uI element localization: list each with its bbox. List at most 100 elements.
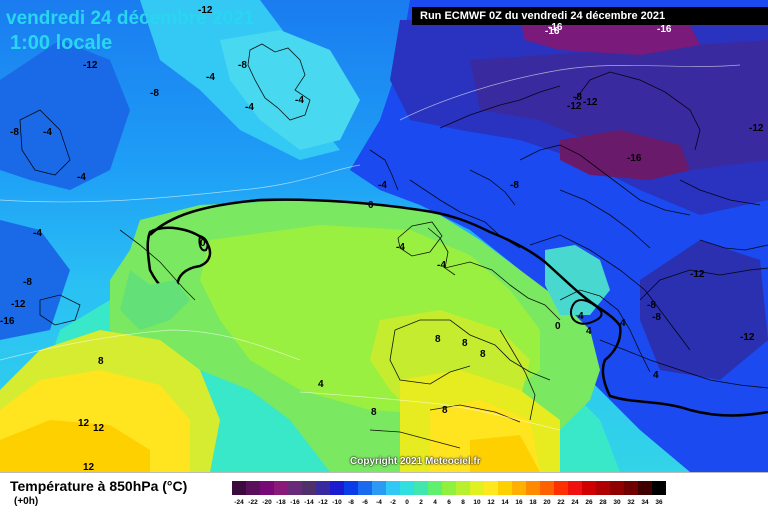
scale-label: 24 [571, 499, 579, 506]
scale-label: -4 [376, 499, 382, 506]
scale-swatch [610, 481, 624, 495]
scale-swatch [652, 481, 666, 495]
scale-swatch [526, 481, 540, 495]
scale-label: 10 [473, 499, 481, 506]
isotherm-label: -16 [627, 153, 642, 164]
temperature-map: vendredi 24 décembre 2021 1:00 locale Ru… [0, 0, 768, 472]
scale-swatch [260, 481, 274, 495]
scale-label: 2 [419, 499, 423, 506]
scale-swatch [484, 481, 498, 495]
scale-swatch [470, 481, 484, 495]
scale-label: -2 [390, 499, 396, 506]
scale-label: 36 [655, 499, 663, 506]
legend-title: Température à 850hPa (°C) [10, 478, 188, 494]
scale-label: -8 [348, 499, 354, 506]
isotherm-label: -4 [245, 102, 254, 113]
isotherm-label: 12 [93, 423, 105, 434]
isotherm-label: -16 [657, 24, 672, 35]
scale-label: -16 [290, 499, 300, 506]
isotherm-label: -12 [749, 123, 764, 134]
isotherm-label: -8 [647, 300, 656, 311]
scale-swatch [596, 481, 610, 495]
scale-label: -20 [262, 499, 272, 506]
scale-swatch [442, 481, 456, 495]
scale-swatch [638, 481, 652, 495]
isotherm-label: 0 [200, 238, 206, 249]
scale-label: 34 [641, 499, 649, 506]
scale-label: 4 [433, 499, 437, 506]
scale-swatch [428, 481, 442, 495]
isotherm-label: 8 [480, 349, 486, 360]
scale-label: -24 [234, 499, 244, 506]
isotherm-label: 8 [435, 334, 441, 345]
map-fields [0, 0, 768, 472]
isotherm-label: -12 [567, 101, 582, 112]
scale-swatch [330, 481, 344, 495]
scale-swatch [568, 481, 582, 495]
scale-swatch [400, 481, 414, 495]
scale-label: -18 [276, 499, 286, 506]
run-info-box: Run ECMWF 0Z du vendredi 24 décembre 202… [412, 7, 768, 25]
scale-label: -10 [332, 499, 342, 506]
scale-swatch [456, 481, 470, 495]
isotherm-label: -8 [10, 127, 19, 138]
copyright-text: Copyright 2021 Meteociel.fr [350, 456, 481, 467]
isotherm-label: -8 [652, 312, 661, 323]
isotherm-label: 8 [462, 338, 468, 349]
isotherm-label: -12 [11, 299, 26, 310]
scale-label: 26 [585, 499, 593, 506]
scale-label: -6 [362, 499, 368, 506]
scale-label: -12 [318, 499, 328, 506]
isotherm-label: -16 [0, 316, 15, 327]
scale-label: 20 [543, 499, 551, 506]
isotherm-label: -8 [23, 277, 32, 288]
scale-swatch [554, 481, 568, 495]
isotherm-label: -4 [77, 172, 86, 183]
isotherm-label: 8 [98, 356, 104, 367]
scale-label: -22 [248, 499, 258, 506]
scale-label: 30 [613, 499, 621, 506]
isotherm-label: 12 [78, 418, 90, 429]
scale-swatch [624, 481, 638, 495]
isotherm-label: -12 [690, 269, 705, 280]
isotherm-label: -12 [740, 332, 755, 343]
isotherm-label: 4 [578, 311, 584, 322]
scale-label: 18 [529, 499, 537, 506]
scale-swatch [288, 481, 302, 495]
isotherm-label: -8 [510, 180, 519, 191]
isotherm-label: 4 [318, 379, 324, 390]
isotherm-label: -4 [33, 228, 42, 239]
scale-label: 6 [447, 499, 451, 506]
isotherm-label: -4 [43, 127, 52, 138]
scale-swatch [540, 481, 554, 495]
isotherm-label: -4 [437, 260, 446, 271]
isotherm-label: -12 [198, 5, 213, 16]
scale-label: 32 [627, 499, 635, 506]
isotherm-label: -4 [378, 180, 387, 191]
forecast-offset: (+0h) [14, 496, 39, 507]
color-scale [232, 481, 666, 495]
scale-swatch [372, 481, 386, 495]
run-info-text: Run ECMWF 0Z du vendredi 24 décembre 202… [420, 10, 666, 22]
scale-swatch [358, 481, 372, 495]
scale-label: 0 [405, 499, 409, 506]
forecast-time: 1:00 locale [10, 32, 113, 54]
isotherm-label: -8 [573, 92, 582, 103]
isotherm-label: 4 [653, 370, 659, 381]
forecast-date: vendredi 24 décembre 2021 [6, 8, 255, 29]
isotherm-label: -16 [545, 26, 560, 37]
scale-swatch [582, 481, 596, 495]
scale-label: 14 [501, 499, 509, 506]
isotherm-label: 4 [586, 326, 592, 337]
isotherm-label: -8 [238, 60, 247, 71]
color-scale-labels: -24 -22 -20 -18 -16 -14 -12 -10 -8 -6 -4 -2 0 2 4 6 8 10 1… [232, 499, 666, 506]
scale-label: -14 [304, 499, 314, 506]
scale-swatch [316, 481, 330, 495]
scale-swatch [232, 481, 246, 495]
scale-swatch [274, 481, 288, 495]
isotherm-label: -12 [583, 97, 598, 108]
scale-label: 22 [557, 499, 565, 506]
scale-swatch [302, 481, 316, 495]
isotherm-label: 12 [83, 462, 95, 472]
